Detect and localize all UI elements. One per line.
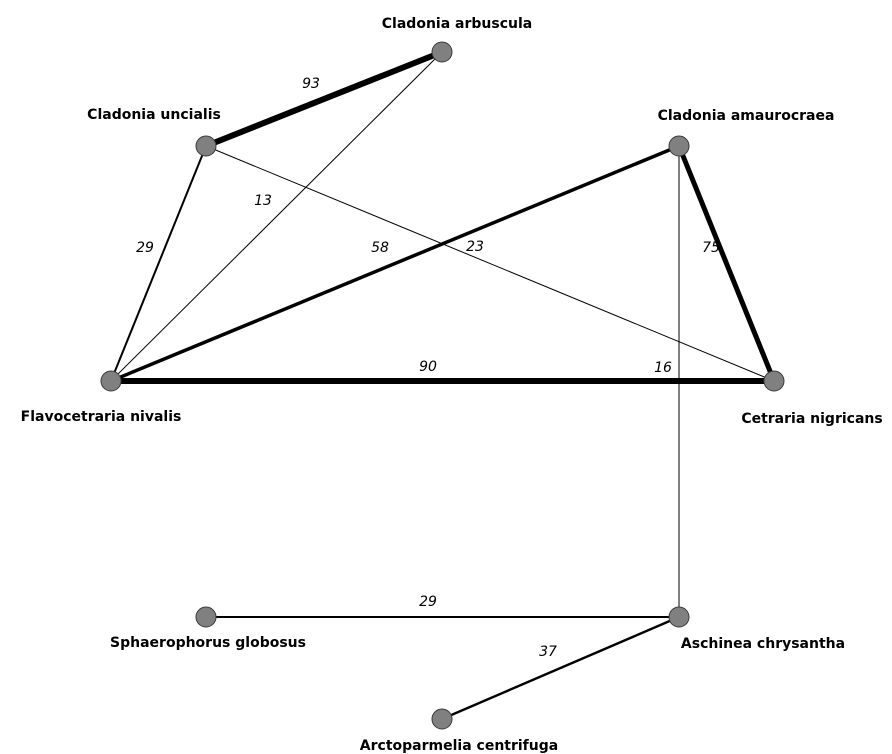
edge-flavocetraria-amaurocraea: 58 [110,144,680,383]
node-label: Cetraria nigricans [741,411,882,427]
edge-line [204,49,444,149]
edge-weight-label: 93 [302,76,320,92]
node-aschinea[interactable]: Aschinea chrysantha [668,606,845,652]
node-flavocetraria[interactable]: Flavocetraria nivalis [21,370,182,425]
edge-uncialis-arbuscula: 93 [204,49,444,149]
edge-line [676,145,777,382]
node-label: Cladonia uncialis [87,107,221,123]
edge-flavocetraria-cetraria: 90 [111,359,774,384]
node-circle[interactable] [195,135,217,157]
edge-weight-label: 90 [419,359,437,375]
node-circle[interactable] [431,41,453,63]
node-arbuscula[interactable]: Cladonia arbuscula [382,16,532,63]
edge-weight-label: 29 [419,594,437,610]
node-cetraria[interactable]: Cetraria nigricans [741,370,883,427]
edges-layer: 93 13 29 23 58 75 90 16 29 37 [110,49,777,721]
edge-amaurocraea-aschinea: 16 [654,146,680,617]
edge-uncialis-cetraria: 23 [205,145,775,382]
node-label: Flavocetraria nivalis [21,409,182,425]
node-circle[interactable] [668,606,690,628]
edge-sphaerophorus-aschinea: 29 [206,594,679,618]
node-arctoparmelia[interactable]: Arctoparmelia centrifuga [360,708,558,754]
edge-line [441,615,680,721]
edge-weight-label: 29 [136,240,154,256]
edge-uncialis-flavocetraria: 29 [110,145,207,382]
node-uncialis[interactable]: Cladonia uncialis [87,107,221,157]
node-circle[interactable] [763,370,785,392]
edge-flavocetraria-arbuscula: 13 [110,51,443,382]
edge-line [110,145,207,382]
node-amaurocraea[interactable]: Cladonia amaurocraea [658,108,835,157]
edge-weight-label: 75 [702,240,720,256]
node-sphaerophorus[interactable]: Sphaerophorus globosus [110,606,306,651]
node-label: Arctoparmelia centrifuga [360,738,558,754]
node-circle[interactable] [431,708,453,730]
node-label: Aschinea chrysantha [681,636,845,652]
edge-line [110,51,443,382]
edge-weight-label: 13 [254,193,272,209]
edge-weight-label: 16 [654,360,672,376]
edge-aschinea-arctoparmelia: 37 [441,615,680,721]
node-circle[interactable] [668,135,690,157]
edge-line [205,145,775,382]
node-label: Cladonia arbuscula [382,16,532,32]
edge-line [110,144,680,383]
edge-weight-label: 58 [371,240,389,256]
edge-amaurocraea-cetraria: 75 [676,145,777,382]
nodes-layer: Cladonia arbuscula Cladonia uncialis Clado… [21,16,883,754]
edge-weight-label: 23 [466,239,484,255]
node-label: Sphaerophorus globosus [110,635,306,651]
node-label: Cladonia amaurocraea [658,108,835,124]
edge-weight-label: 37 [539,644,557,660]
node-circle[interactable] [195,606,217,628]
node-circle[interactable] [100,370,122,392]
